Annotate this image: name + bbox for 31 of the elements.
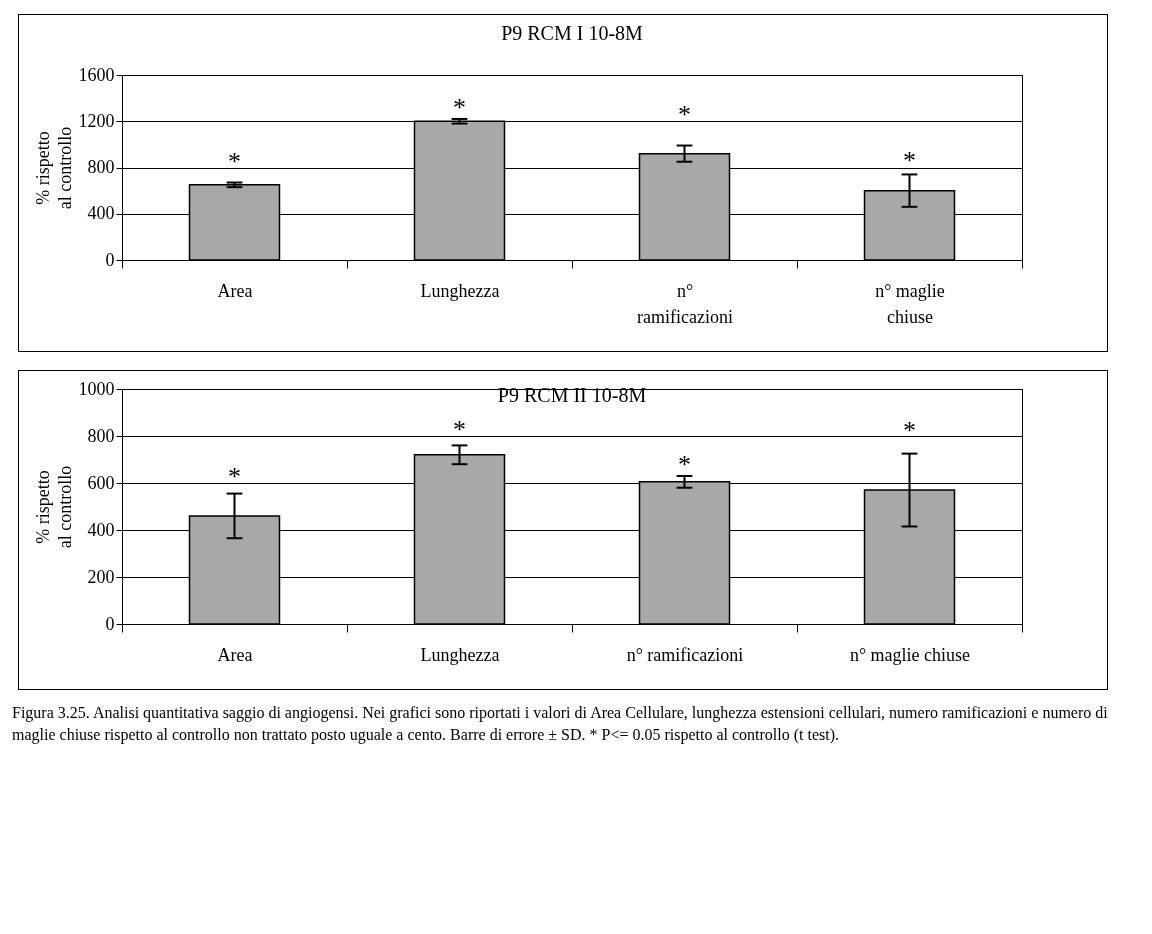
y-tick-label: 400: [87, 519, 115, 540]
x-tick-label: Lunghezza: [420, 280, 500, 301]
x-tick-label: n° maglie chiuse: [849, 644, 971, 665]
y-axis-title: % rispetto al controllo: [32, 126, 75, 210]
annotation: *: [678, 99, 691, 129]
annotation: *: [228, 146, 241, 176]
chart-title: P9 RCM I 10-8M: [501, 22, 644, 44]
annotation: *: [453, 415, 466, 445]
x-tick-label: Lunghezza: [420, 644, 500, 665]
annotation: *: [903, 146, 916, 176]
text: Figura 3.25. Analisi quantitativa saggio di angiogensi. Nei grafici sono riportati i valori di Area Cellulare, lunghezza estensioni cellulari, numero ramificazioni e numero di maglie chiuse rispetto al controllo non trattato posto uguale a cento. Barre di errore ± SD. * P<= 0.05 rispetto al controllo (t test).: [12, 703, 1109, 746]
y-tick-label: 0: [105, 249, 115, 270]
x-tick-label: Area: [217, 280, 253, 301]
annotation: *: [453, 92, 466, 122]
x-tick-label: n° ramificazioni: [626, 644, 744, 665]
x-tick-label: n° ramificazioni: [637, 280, 733, 327]
y-tick-label: 1000: [78, 378, 115, 399]
y-axis-title: % rispetto al controllo: [32, 465, 75, 549]
y-tick-label: 1600: [78, 64, 115, 85]
annotation: *: [228, 461, 241, 491]
y-tick-label: 400: [87, 203, 115, 224]
x-tick-label: Area: [217, 644, 253, 665]
x-tick-label: n° maglie chiuse: [875, 280, 945, 327]
y-tick-label: 800: [87, 157, 115, 177]
y-tick-label: 600: [87, 472, 115, 493]
y-tick-label: 0: [105, 613, 115, 634]
y-tick-label: 200: [87, 566, 115, 587]
annotation: *: [678, 449, 691, 479]
annotation: *: [903, 415, 916, 445]
y-tick-label: 1200: [78, 110, 115, 131]
y-tick-label: 800: [87, 425, 115, 446]
